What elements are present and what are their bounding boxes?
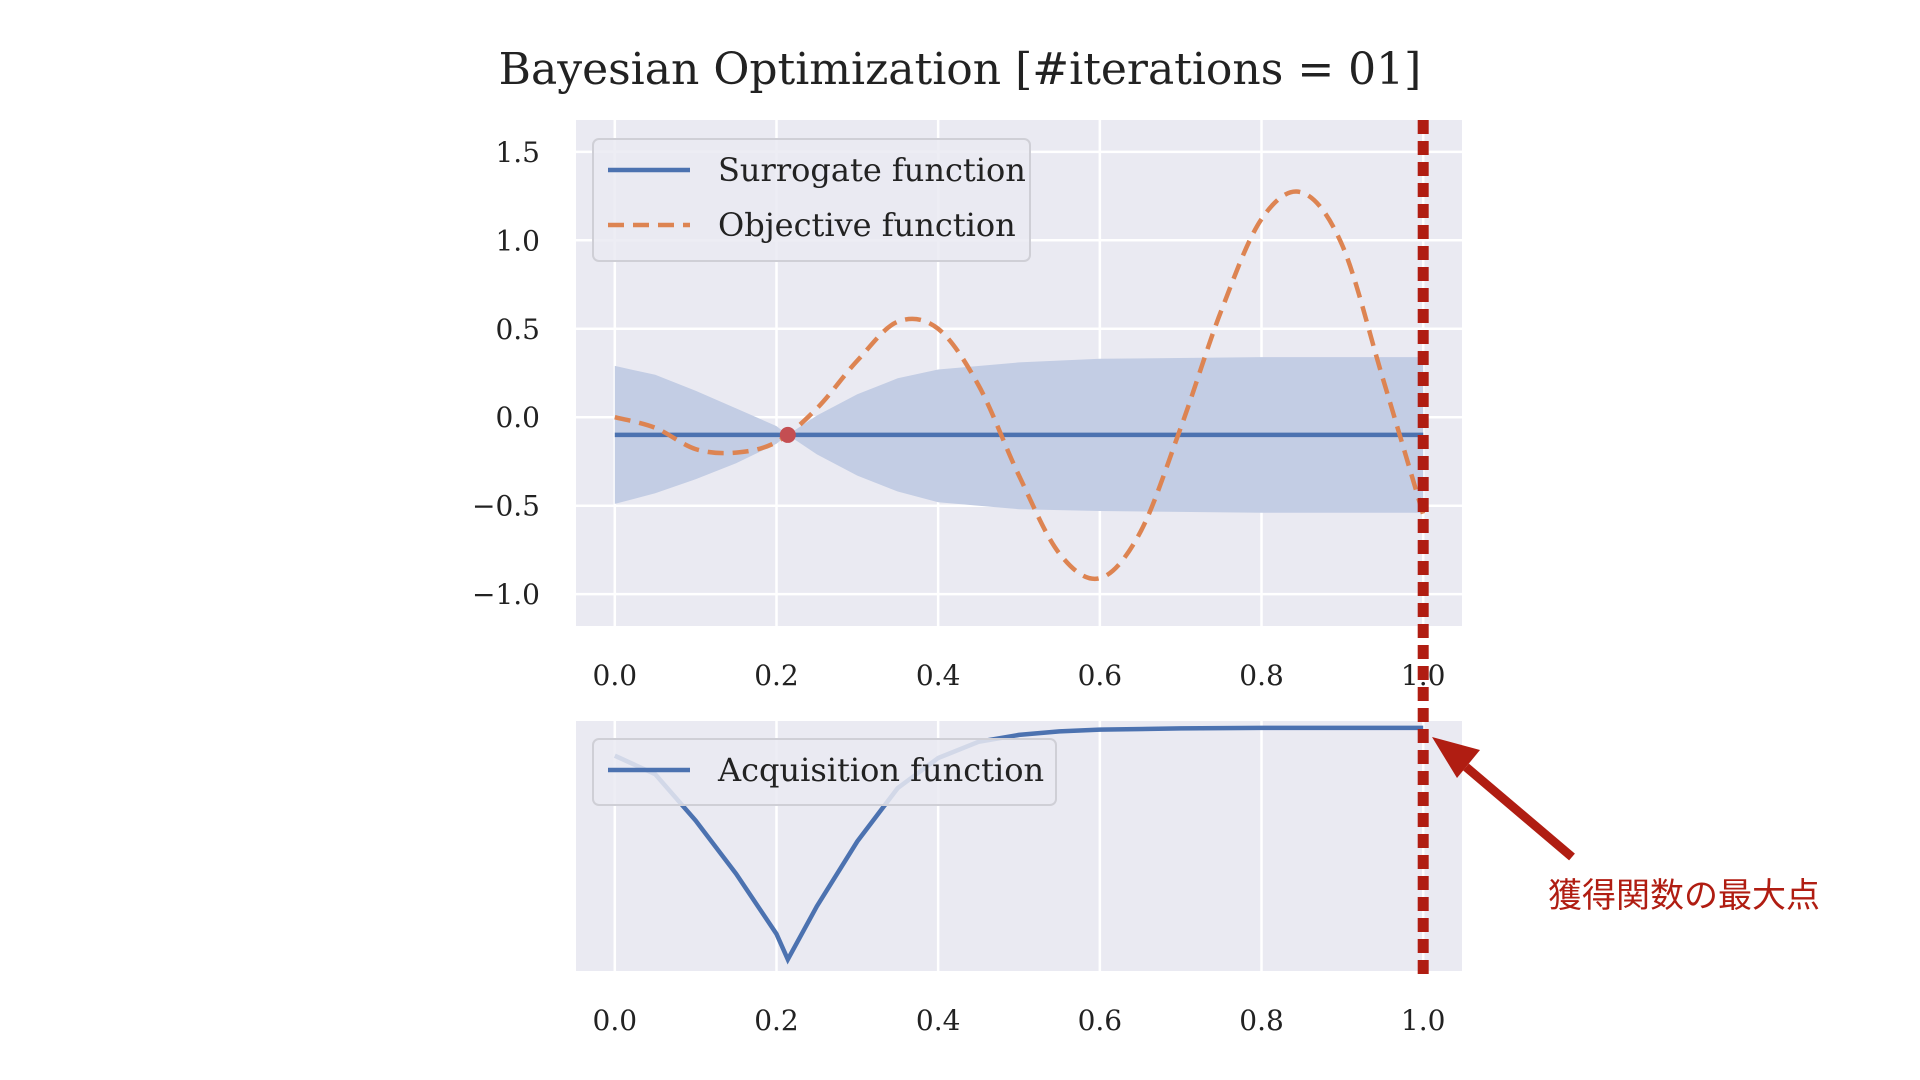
top-x-tick-label: 0.4 bbox=[916, 659, 961, 692]
top-x-tick-labels: 0.00.20.40.60.81.0 bbox=[593, 659, 1446, 692]
top-y-tick-label: 1.0 bbox=[495, 224, 540, 257]
legend-surrogate-label: Surrogate function bbox=[718, 151, 1026, 189]
bottom-x-tick-labels: 0.0 0.2 0.4 0.6 0.8 1.0 bbox=[593, 1004, 1446, 1037]
bottom-legend: Acquisition function bbox=[592, 738, 1057, 806]
bottom-x-tick-label: 0.2 bbox=[754, 1004, 799, 1037]
top-x-tick-label: 0.0 bbox=[593, 659, 638, 692]
top-y-tick-label: 0.0 bbox=[495, 401, 540, 434]
bottom-legend-box bbox=[592, 738, 1057, 806]
bottom-panel: 0.0 0.2 0.4 0.6 0.8 1.0 Acquisition function bbox=[576, 721, 1462, 1037]
observation-points bbox=[779, 426, 796, 443]
bottom-x-tick-label: 1.0 bbox=[1401, 1004, 1446, 1037]
annotation-label: 獲得関数の最大点 bbox=[1548, 876, 1820, 916]
bottom-x-tick-label: 0.4 bbox=[916, 1004, 961, 1037]
arrow-head bbox=[1432, 737, 1480, 778]
bottom-x-tick-label: 0.8 bbox=[1239, 1004, 1284, 1037]
objective-line bbox=[614, 189, 1426, 582]
legend-acquisition-label: Acquisition function bbox=[717, 751, 1044, 789]
top-legend: Surrogate function Objective function bbox=[592, 138, 1031, 262]
top-y-tick-labels: 1.5 1.0 0.5 0.0 −0.5 −1.0 bbox=[472, 136, 540, 611]
legend-objective-label: Objective function bbox=[718, 206, 1016, 244]
annotation-arrow bbox=[1432, 737, 1575, 861]
top-panel: 1.51.00.50.0−0.5−1.0 0.00.20.40.60.81.0 … bbox=[472, 120, 1462, 692]
bottom-x-tick-label: 0.6 bbox=[1078, 1004, 1123, 1037]
top-x-tick-label: 0.6 bbox=[1078, 659, 1123, 692]
top-y-tick-label: 1.5 bbox=[495, 136, 540, 169]
top-x-tick-label: 0.8 bbox=[1239, 659, 1284, 692]
top-y-tick-label: 0.5 bbox=[495, 313, 540, 346]
top-legend-box bbox=[592, 138, 1031, 262]
top-y-tick-label: −0.5 bbox=[472, 490, 540, 523]
chart-title: Bayesian Optimization [#iterations = 01] bbox=[499, 44, 1422, 95]
top-x-tick-label: 0.2 bbox=[754, 659, 799, 692]
top-y-tick-label: −1.0 bbox=[472, 578, 540, 611]
observation-point bbox=[779, 426, 796, 443]
bottom-x-tick-label: 0.0 bbox=[593, 1004, 638, 1037]
arrow-shaft bbox=[1463, 763, 1575, 861]
